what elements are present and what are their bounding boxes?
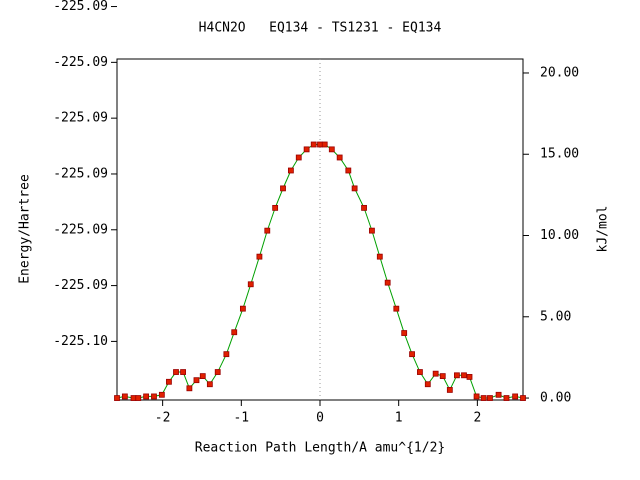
data-point [186, 385, 193, 392]
y2-tick-label: 10.00 [540, 228, 579, 243]
data-point [376, 253, 383, 260]
data-point [264, 227, 271, 234]
data-point [446, 387, 453, 393]
data-point [345, 167, 352, 174]
y-tick-label: -225.09 [53, 55, 108, 70]
y2-tick-label: 5.00 [540, 309, 571, 324]
data-point [432, 370, 439, 377]
y-tick-label: -225.09 [53, 278, 108, 293]
y2-tick-label: 20.00 [540, 65, 579, 80]
data-point [369, 227, 375, 234]
data-point [280, 185, 286, 192]
data-point [214, 369, 221, 375]
data-point [231, 329, 238, 336]
data-point [361, 204, 367, 211]
y-tick-label: -225.10 [53, 334, 108, 349]
data-point [239, 305, 246, 312]
y2-tick-label: 0.00 [540, 391, 571, 406]
data-point [512, 393, 519, 400]
data-point [180, 369, 186, 375]
x-axis-label: Reaction Path Length/A amu^{1/2} [195, 441, 445, 456]
data-point [310, 141, 317, 148]
data-point [384, 279, 391, 286]
data-point [303, 146, 310, 153]
data-point [461, 372, 467, 379]
data-point [287, 167, 294, 174]
y-tick-label: -225.09 [53, 111, 108, 126]
data-point [439, 373, 446, 380]
x-tick-label: 1 [395, 411, 403, 426]
data-point [114, 395, 120, 401]
data-point [336, 154, 343, 161]
data-point [321, 141, 328, 148]
data-point [143, 393, 150, 400]
data-point [401, 330, 408, 336]
data-point [520, 395, 526, 401]
chart-title: H4CN2O EQ134 - TS1231 - EQ134 [199, 21, 442, 36]
data-point [199, 373, 206, 380]
data-point [424, 381, 431, 388]
data-point [135, 395, 142, 401]
x-tick-label: 0 [316, 411, 324, 426]
data-point [247, 281, 254, 288]
data-point [130, 395, 137, 401]
data-point [351, 185, 358, 192]
data-point [151, 393, 157, 400]
data-point [466, 374, 473, 380]
data-point [328, 146, 335, 153]
x-tick-label: 2 [473, 411, 481, 426]
data-point [487, 395, 493, 401]
y2-axis-label: kJ/mol [596, 206, 611, 253]
data-point [193, 377, 200, 384]
y-axis-label: Energy/Hartree [18, 174, 33, 284]
data-point [121, 393, 128, 400]
data-point [158, 391, 165, 398]
data-point [173, 369, 179, 375]
x-tick-label: -2 [155, 411, 171, 426]
x-tick-label: -1 [233, 411, 249, 426]
data-point [295, 154, 302, 161]
data-point [409, 351, 415, 358]
data-point [503, 395, 510, 401]
data-point [317, 141, 323, 148]
y-tick-label: -225.09 [53, 166, 108, 181]
data-point [223, 351, 230, 358]
data-point [256, 253, 263, 260]
data-point [393, 305, 400, 312]
data-point [495, 391, 502, 398]
data-point [206, 381, 213, 388]
y2-tick-label: 15.00 [540, 147, 579, 162]
y-tick-label: -225.09 [53, 222, 108, 237]
data-point [417, 369, 423, 375]
data-point [480, 395, 487, 401]
data-point [473, 393, 480, 400]
data-point [272, 204, 279, 211]
data-point [454, 372, 460, 379]
y-tick-label: -225.09 [53, 0, 108, 14]
data-point [166, 378, 172, 385]
